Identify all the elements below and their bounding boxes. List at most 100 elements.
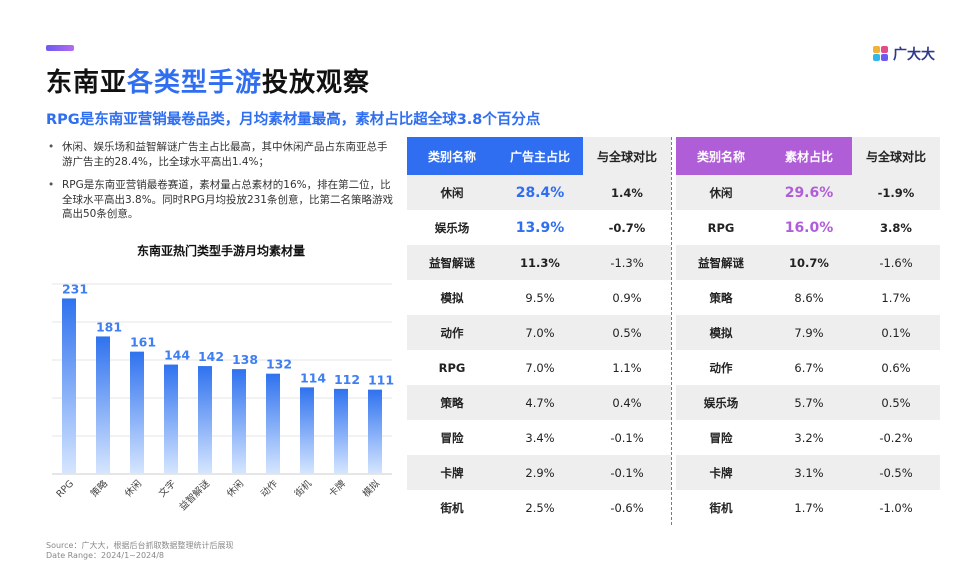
table-row: 休闲 28.4% 1.4% [407,175,671,210]
global-compare-cell: -1.9% [852,175,940,210]
global-compare-cell: -0.1% [583,420,671,455]
share-cell: 4.7% [497,385,583,420]
bar-value-label: 161 [130,335,156,350]
bullet-item: 休闲、娱乐场和益智解谜广告主占比最高，其中休闲产品占东南亚总手游广告主的28.4… [46,140,396,169]
logo-text: 广大大 [893,47,935,63]
share-cell: 6.7% [766,350,852,385]
bar [368,389,382,474]
table-row: 休闲 29.6% -1.9% [676,175,940,210]
share-cell: 10.7% [766,245,852,280]
bar [130,351,144,474]
share-cell: 8.6% [766,280,852,315]
bar [198,366,212,474]
share-cell: 13.9% [497,210,583,245]
table-row: 卡牌 3.1% -0.5% [676,455,940,490]
table-row: 卡牌 2.9% -0.1% [407,455,671,490]
table-row: 益智解谜 10.7% -1.6% [676,245,940,280]
bar-value-label: 231 [62,281,88,296]
global-compare-cell: -0.2% [852,420,940,455]
share-cell: 11.3% [497,245,583,280]
global-compare-cell: 1.1% [583,350,671,385]
global-compare-cell: 0.5% [583,315,671,350]
table-row: 模拟 7.9% 0.1% [676,315,940,350]
accent-bar [46,45,74,51]
global-compare-cell: -0.5% [852,455,940,490]
table-row: 冒险 3.2% -0.2% [676,420,940,455]
category-cell: 休闲 [676,175,766,210]
bar-value-label: 181 [96,319,122,334]
title-part2: 投放观察 [262,68,371,98]
share-cell: 1.7% [766,490,852,525]
bar [96,336,110,474]
title-highlight: 各类型手游 [127,68,263,98]
category-cell: 冒险 [407,420,497,455]
bar [334,388,348,474]
title-part1: 东南亚 [46,68,128,98]
page-subtitle: RPG是东南亚营销最卷品类，月均素材量最高，素材占比超全球3.8个百分点 [46,112,541,128]
table-row: 模拟 9.5% 0.9% [407,280,671,315]
x-tick-label: 文字 [156,478,178,500]
global-compare-cell: 3.8% [852,210,940,245]
global-compare-cell: -1.6% [852,245,940,280]
global-compare-cell: -0.6% [583,490,671,525]
header-category: 类别名称 [407,137,497,175]
bar-value-label: 144 [164,348,190,363]
bullet-list: 休闲、娱乐场和益智解谜广告主占比最高，其中休闲产品占东南亚总手游广告主的28.4… [46,140,396,231]
x-tick-label: 卡牌 [326,477,348,499]
table-row: 动作 6.7% 0.6% [676,350,940,385]
share-cell: 29.6% [766,175,852,210]
category-cell: 娱乐场 [676,385,766,420]
category-cell: 街机 [676,490,766,525]
header-creative-share: 素材占比 [766,137,852,175]
global-compare-cell: 0.5% [852,385,940,420]
x-tick-label: 模拟 [360,477,382,499]
header-category: 类别名称 [676,137,766,175]
category-cell: 策略 [676,280,766,315]
table-header-row: 类别名称 素材占比 与全球对比 [676,137,940,175]
bullet-item: RPG是东南亚营销最卷赛道，素材量占总素材的16%，排在第二位，比全球水平高出3… [46,178,396,222]
category-cell: 动作 [676,350,766,385]
creative-share-table: 类别名称 素材占比 与全球对比 休闲 29.6% -1.9% RPG 16.0% 3.8%… [676,137,940,525]
x-tick-label: 策略 [88,477,110,499]
table-row: RPG 16.0% 3.8% [676,210,940,245]
global-compare-cell: 0.6% [852,350,940,385]
global-compare-cell: 1.4% [583,175,671,210]
source-note: Source：广大大，根据后台抓取数据整理统计后展现 Date Range：20… [46,541,233,561]
share-cell: 2.5% [497,490,583,525]
table-row: 策略 8.6% 1.7% [676,280,940,315]
table-header-row: 类别名称 广告主占比 与全球对比 [407,137,671,175]
share-cell: 7.0% [497,350,583,385]
table-row: 益智解谜 11.3% -1.3% [407,245,671,280]
share-cell: 3.2% [766,420,852,455]
global-compare-cell: -0.1% [583,455,671,490]
global-compare-cell: 0.1% [852,315,940,350]
category-cell: 街机 [407,490,497,525]
global-compare-cell: 0.9% [583,280,671,315]
share-cell: 16.0% [766,210,852,245]
category-cell: 卡牌 [407,455,497,490]
category-cell: 冒险 [676,420,766,455]
chart-title: 东南亚热门类型手游月均素材量 [136,244,305,258]
x-tick-label: RPG [54,478,76,500]
source-text: Source：广大大，根据后台抓取数据整理统计后展现 [46,541,234,550]
table-row: 冒险 3.4% -0.1% [407,420,671,455]
header-global-compare: 与全球对比 [852,137,940,175]
table-row: 街机 2.5% -0.6% [407,490,671,525]
bar [232,369,246,474]
bar-value-label: 112 [334,372,360,387]
share-cell: 28.4% [497,175,583,210]
global-compare-cell: -0.7% [583,210,671,245]
category-cell: RPG [407,350,497,385]
bar-value-label: 142 [198,349,224,364]
bar-value-label: 114 [300,370,326,385]
table-row: 动作 7.0% 0.5% [407,315,671,350]
x-tick-label: 休闲 [122,478,144,500]
x-tick-label: 街机 [292,477,314,499]
table-row: 街机 1.7% -1.0% [676,490,940,525]
global-compare-cell: -1.3% [583,245,671,280]
category-cell: 休闲 [407,175,497,210]
global-compare-cell: -1.0% [852,490,940,525]
global-compare-cell: 0.4% [583,385,671,420]
share-cell: 3.4% [497,420,583,455]
category-cell: 模拟 [407,280,497,315]
